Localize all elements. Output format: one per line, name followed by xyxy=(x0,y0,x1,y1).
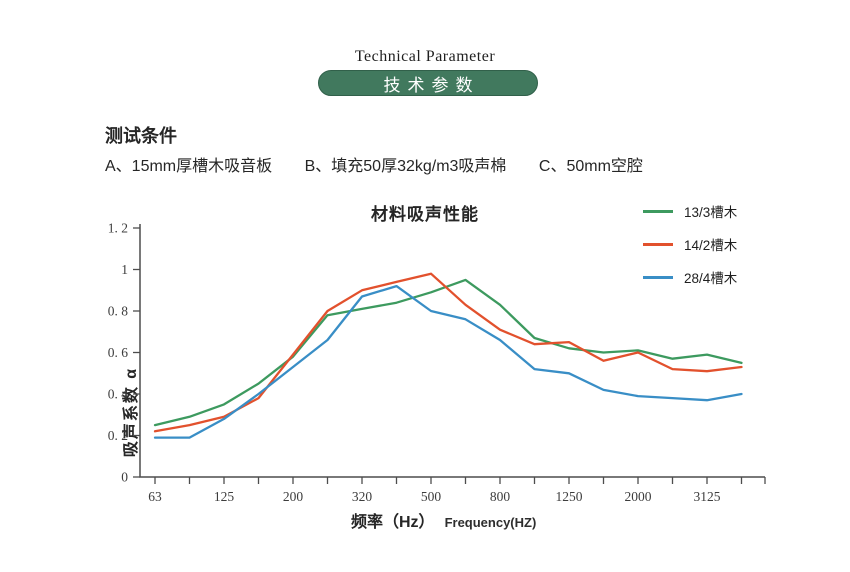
legend-label: 14/2槽木 xyxy=(684,238,738,253)
y-tick-label: 1. 2 xyxy=(108,221,128,236)
test-conditions-heading: 测试条件 xyxy=(105,126,177,146)
x-tick-label: 63 xyxy=(148,489,162,504)
x-tick-label: 320 xyxy=(352,489,373,504)
page-title: Technical Parameter xyxy=(354,48,496,65)
condition-item-c: C、50mm空腔 xyxy=(538,158,643,175)
x-tick-label: 3125 xyxy=(694,489,721,504)
x-tick-label: 800 xyxy=(490,489,511,504)
legend-item-14-2: 14/2槽木 xyxy=(643,234,737,254)
legend-line-swatch-red xyxy=(643,242,673,246)
x-tick-label: 125 xyxy=(214,489,235,504)
x-axis-title-zh: 频率（Hz） xyxy=(351,514,435,531)
condition-item-b: B、填充50厚32kg/m3吸声棉 xyxy=(304,158,507,175)
y-tick-label: 1 xyxy=(121,262,128,277)
absorption-chart: 材料吸声性能 13/3槽木 14/2槽木 28/4槽木 吸声系数 α 0 0. 2… xyxy=(55,192,815,542)
x-tick-label: 500 xyxy=(421,489,442,504)
chart-title: 材料吸声性能 xyxy=(371,205,479,224)
x-axis-title-en: Frequency(HZ) xyxy=(444,515,537,530)
legend-item-28-4: 28/4槽木 xyxy=(643,267,737,287)
test-conditions-list: A、15mm厚槽木吸音板 B、填充50厚32kg/m3吸声棉 C、50mm空腔 xyxy=(105,152,671,176)
y-tick-label: 0. 8 xyxy=(108,304,129,319)
x-axis-title: 频率（Hz） Frequency(HZ) xyxy=(351,508,536,532)
x-tick-label: 2000 xyxy=(625,489,652,504)
y-tick-label: 0 xyxy=(121,470,128,485)
y-tick-label: 0. 6 xyxy=(108,345,129,360)
legend-line-swatch-green xyxy=(643,209,673,213)
plot-area: 0 0. 2 0. 4 0. 6 0. 8 1 1. 2 63 125 200 320 500 800 1… xyxy=(108,221,766,504)
legend-label: 28/4槽木 xyxy=(684,271,738,286)
axes-lines xyxy=(139,224,765,478)
x-tick-label: 200 xyxy=(283,489,304,504)
series-line-2 xyxy=(153,284,743,439)
legend-item-13-3: 13/3槽木 xyxy=(643,201,737,221)
chart-legend: 13/3槽木 14/2槽木 28/4槽木 xyxy=(643,201,737,300)
condition-item-a: A、15mm厚槽木吸音板 xyxy=(105,158,273,175)
series-line-1 xyxy=(153,272,743,433)
section-badge: 技术参数 xyxy=(318,70,538,96)
y-tick-label: 0. 2 xyxy=(108,428,128,443)
legend-line-swatch-blue xyxy=(643,275,673,279)
x-tick-label: 1250 xyxy=(556,489,583,504)
series-line-0 xyxy=(153,278,743,427)
legend-label: 13/3槽木 xyxy=(684,205,738,220)
y-tick-label: 0. 4 xyxy=(108,387,129,402)
